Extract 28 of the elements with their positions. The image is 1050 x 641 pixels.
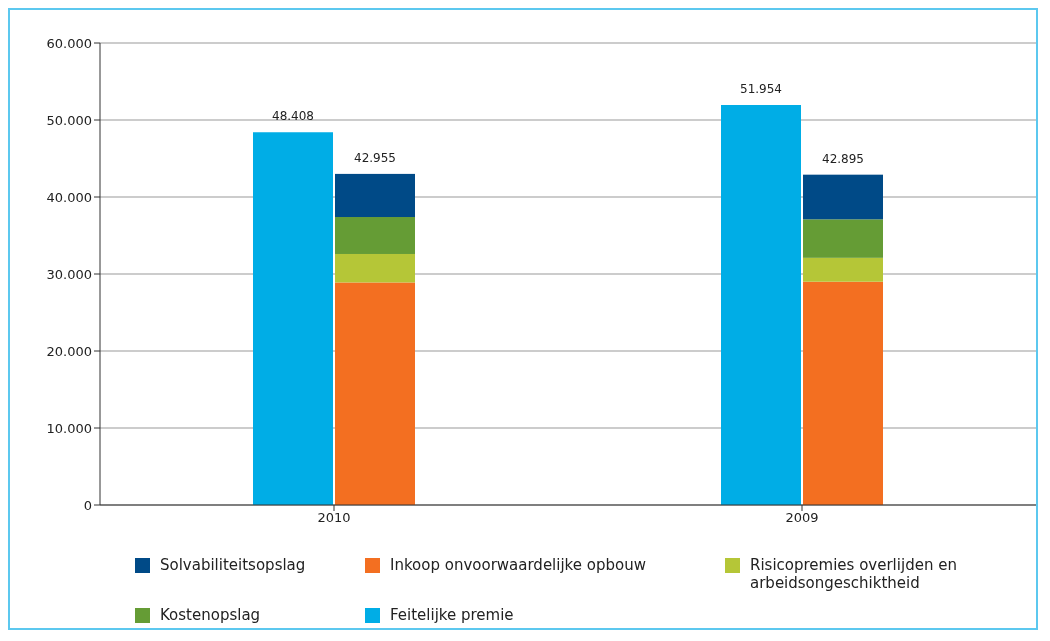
y-tick-label: 10.000 — [46, 420, 92, 436]
bar — [721, 104, 801, 505]
y-tick-label: 50.000 — [46, 112, 92, 128]
legend-label: Solvabiliteitsopslag — [160, 556, 306, 574]
y-tick-label: 20.000 — [46, 343, 92, 359]
bar — [803, 257, 883, 282]
bar — [803, 174, 883, 220]
annotation: 42.895 — [822, 151, 864, 166]
data-label: 51.954 — [740, 81, 782, 96]
y-tick-label: 60.000 — [46, 35, 92, 51]
bar — [803, 281, 883, 505]
legend-label: Kostenopslag — [160, 606, 261, 624]
x-tick-label: 2009 — [785, 510, 819, 526]
y-tick-label: 30.000 — [46, 266, 92, 282]
x-tick-label: 2010 — [317, 510, 351, 526]
y-tick-label: 40.000 — [46, 189, 92, 205]
bar — [335, 282, 415, 505]
legend-label: Inkoop onvoorwaardelijke opbouw — [390, 556, 646, 574]
bar — [253, 132, 333, 505]
y-tick-label: 0 — [83, 497, 92, 513]
bar — [335, 253, 415, 283]
annotation: 42.955 — [354, 150, 396, 165]
legend-label: Risicopremies overlijden en arbeidsongeschiktheid — [750, 556, 958, 592]
legend-label: Feitelijke premie — [390, 606, 514, 624]
bar — [803, 219, 883, 258]
bar — [335, 217, 415, 254]
data-label: 48.408 — [272, 109, 314, 124]
bar — [335, 173, 415, 218]
